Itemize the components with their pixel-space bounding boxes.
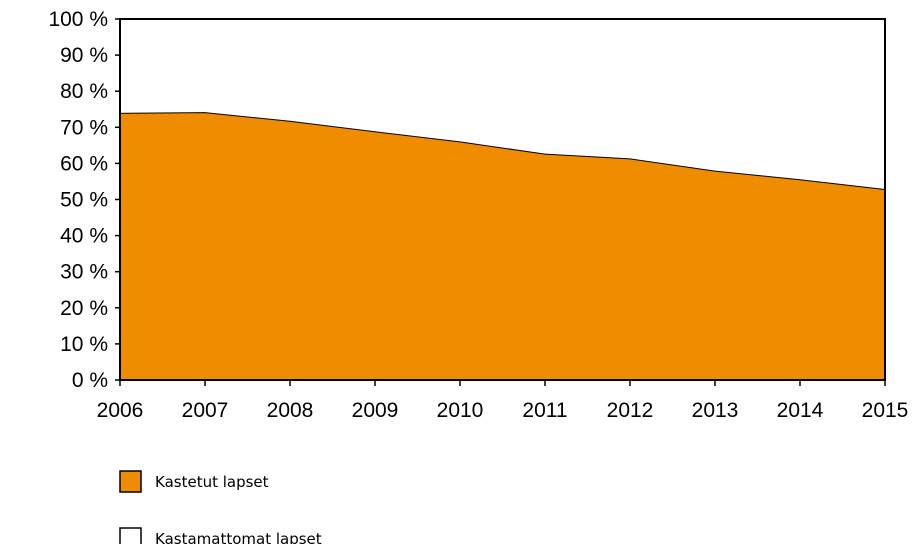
legend-label: Kastamattomat lapset <box>155 530 322 544</box>
y-tick-label: 50 % <box>60 189 108 212</box>
axes: 0 % 10 % 20 % 30 % 40 % 50 % 60 % 70 % 80 % 90 % 1… <box>48 8 908 422</box>
x-tick-label: 2006 <box>97 399 144 422</box>
y-tick-label: 10 % <box>60 333 108 356</box>
x-tick-label: 2011 <box>522 399 567 422</box>
x-tick-label: 2015 <box>862 399 909 422</box>
y-tick-label: 100 % <box>48 8 108 31</box>
area-series-2 <box>120 19 885 190</box>
plot-area <box>119 19 886 380</box>
x-tick-label: 2012 <box>607 399 654 422</box>
area-series-1 <box>120 112 885 380</box>
y-tick-label: 30 % <box>60 261 108 284</box>
legend-label: Kastetut lapset <box>155 473 269 491</box>
y-tick-label: 20 % <box>60 297 108 320</box>
y-tick-label: 0 % <box>72 369 108 392</box>
x-tick-label: 2007 <box>182 399 229 422</box>
x-tick-label: 2013 <box>692 399 739 422</box>
legend-swatch <box>119 470 142 493</box>
y-tick-label: 80 % <box>60 80 108 103</box>
x-tick-label: 2008 <box>267 399 314 422</box>
y-tick-label: 60 % <box>60 152 108 175</box>
x-tick-label: 2010 <box>437 399 484 422</box>
x-tick-label: 2014 <box>777 399 824 422</box>
x-tick-label: 2009 <box>352 399 399 422</box>
y-tick-label: 90 % <box>60 44 108 67</box>
y-tick-label: 70 % <box>60 116 108 139</box>
y-tick-label: 40 % <box>60 225 108 248</box>
legend-swatch <box>119 527 142 549</box>
